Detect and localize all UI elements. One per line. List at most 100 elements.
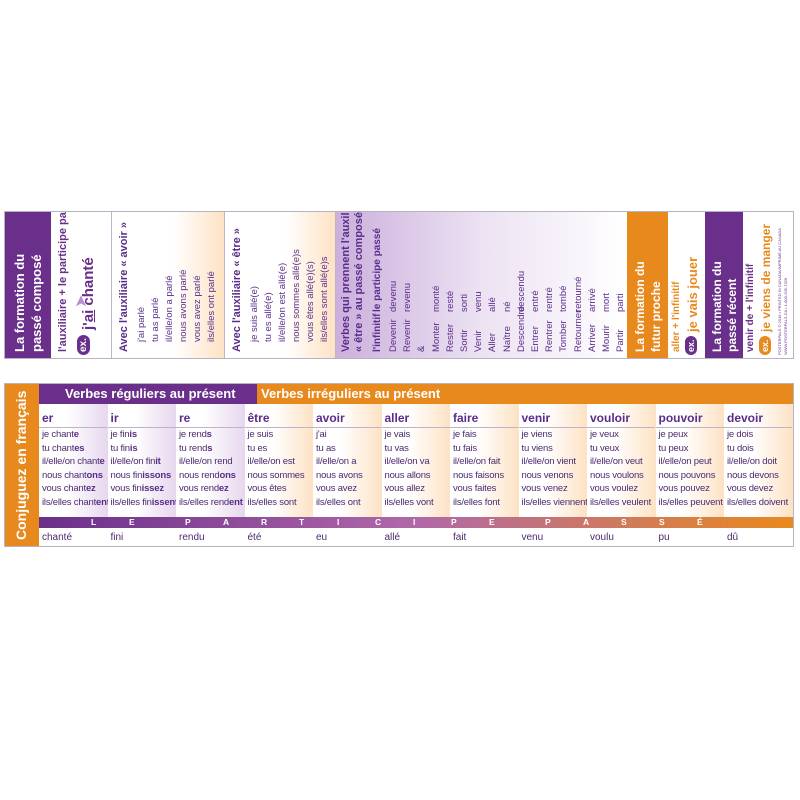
conjugated-form: vous chantez [39,482,107,496]
form-stem: tu as [316,442,336,454]
form-stem: il/elle/on est [247,456,296,467]
passe-recent-example: je viens de manger [759,223,773,332]
participe-passe-letter: S [659,517,665,527]
conjugated-form: vous pouvez [656,482,724,496]
form-stem: il/elle/on vient [521,456,577,467]
side-title: Conjuguez en français [13,390,29,540]
column-shading [39,404,108,517]
verb-name: devoir [724,410,792,428]
participe-passe-value: eu [316,532,328,543]
example-auxiliary: ai [80,309,97,323]
form-ending: ez [218,483,229,494]
form-stem: tu fais [453,442,477,454]
conjugated-form: nous voulons [587,469,655,483]
past-participle: resté [444,290,456,312]
form-stem: il/elle/on va [384,456,430,467]
conjugated-form: tu fais [450,442,518,456]
participe-passe-value: venu [521,532,544,543]
column-shading [381,404,450,517]
conjugated-form: ils/elles finissent [108,496,179,510]
regular-verbs-header: Verbes réguliers au présent [39,384,257,404]
past-participle: venu [473,291,485,312]
conjugated-form: je veux [587,428,655,442]
conjugated-form: je finis [108,428,176,442]
form-stem: je chant [42,429,74,440]
form-stem: je vais [384,429,411,440]
form-stem: je dois [727,429,754,440]
form-stem: je fin [110,429,130,440]
form-ending: ez [85,483,96,494]
ex-badge: ex. [77,335,90,355]
participe-passe-letter: E [129,517,135,527]
credits-line-2: WWW.POSTERPALS.CA • 1-800-205-7326 [783,277,788,355]
conjugated-form: il/elle/on est [245,455,313,469]
avoir-heading: Avec l'auxiliaire « avoir » [118,221,130,352]
conjugated-form: je chante [39,428,107,442]
form-ending: ent [229,496,243,508]
form-stem: vous rend [179,483,219,494]
form-stem: ils/elles chant [42,496,97,508]
conjugated-form: ils/elles rendent [176,496,244,510]
conjugated-form: nous sommes [245,469,313,483]
form-stem: je fais [453,429,477,440]
conjugated-form: tu veux [587,442,655,456]
participe-passe-letter: C [375,517,382,527]
conjugated-form: nous chantons [39,469,107,483]
participe-passe-value: allé [384,532,401,543]
form-stem: je viens [521,429,553,440]
participe-passe-value: chanté [42,532,73,543]
form-ending: is [129,429,137,440]
form-ending: s [207,442,213,454]
column-shading [313,404,382,517]
form-stem: nous chant [42,469,87,481]
conjugated-form: il/elle/on veut [587,455,655,469]
form-stem: il/elle/on veut [590,456,643,467]
column-shading [176,404,245,517]
verb-name: ir [107,410,176,428]
conjugated-form: tu viens [519,442,587,456]
form-stem: ils/elles sont [247,496,297,508]
conjugated-form: nous finissons [108,469,176,483]
futur-proche-panel: La formation du futur proche aller + l'i… [627,212,705,358]
conjugated-form: il/elle/on chante [39,455,107,469]
form-stem: ils/elles vont [384,496,434,508]
conjugated-form: il/elle/on fait [450,455,518,469]
conjugated-form: nous rendons [176,469,244,483]
past-participle: arrivé [586,288,598,312]
futur-proche-ex-badge: ex. [685,336,697,355]
form-stem: il/elle/on doit [727,456,777,467]
form-stem: nous sommes [247,469,305,481]
form-stem: vous faites [453,483,497,494]
form-stem: il/elle/on fin [110,456,156,467]
conjugated-form: tu dois [724,442,792,456]
form-ending: issez [141,483,164,494]
participe-passe-letter: L [91,517,97,527]
participe-passe-value: voulu [590,532,614,543]
participe-passe-letter: I [337,517,340,527]
past-participle: entré [530,290,541,312]
participe-passe-value: fini [110,532,124,543]
conjugated-form: il/elle/on est allé(e) [277,262,288,342]
conjugated-form: ils/elles viennent [519,496,588,510]
verb-column-ir: ir je finis tu finis il/elle/on finit nous f… [107,410,179,517]
participe-passe-letter: S [621,517,627,527]
conjugated-form: il/elle/on finit [108,455,176,469]
infinitive-verb: Sortir [459,329,470,352]
verb-column-devoir: devoir je dois tu dois il/elle/on doit nous … [724,410,792,517]
infinitive-verb: Monter [430,322,442,352]
irregular-verbs-header: Verbes irréguliers au présent [257,384,793,404]
infinitive-verb: Arriver [586,324,598,352]
form-stem: tu es [247,442,268,454]
form-ending: is [129,442,138,454]
form-stem: il/elle/on fait [453,456,501,467]
conjugated-form: tu chantes [39,442,107,456]
infinitive-verb: Rester [444,324,456,352]
past-participle: revenu [402,282,414,312]
conjugated-form: vous rendez [176,482,244,496]
passe-compose-formula: l'auxiliaire + le participe passé [57,212,69,352]
conjugated-form: nous avons [313,469,381,483]
form-stem: vous chant [42,483,86,494]
etre-panel: Avec l'auxiliaire « être » je suis allé(… [224,212,335,358]
conjugated-form: je rends [176,428,244,442]
conjugated-form: tu vas [382,442,450,456]
